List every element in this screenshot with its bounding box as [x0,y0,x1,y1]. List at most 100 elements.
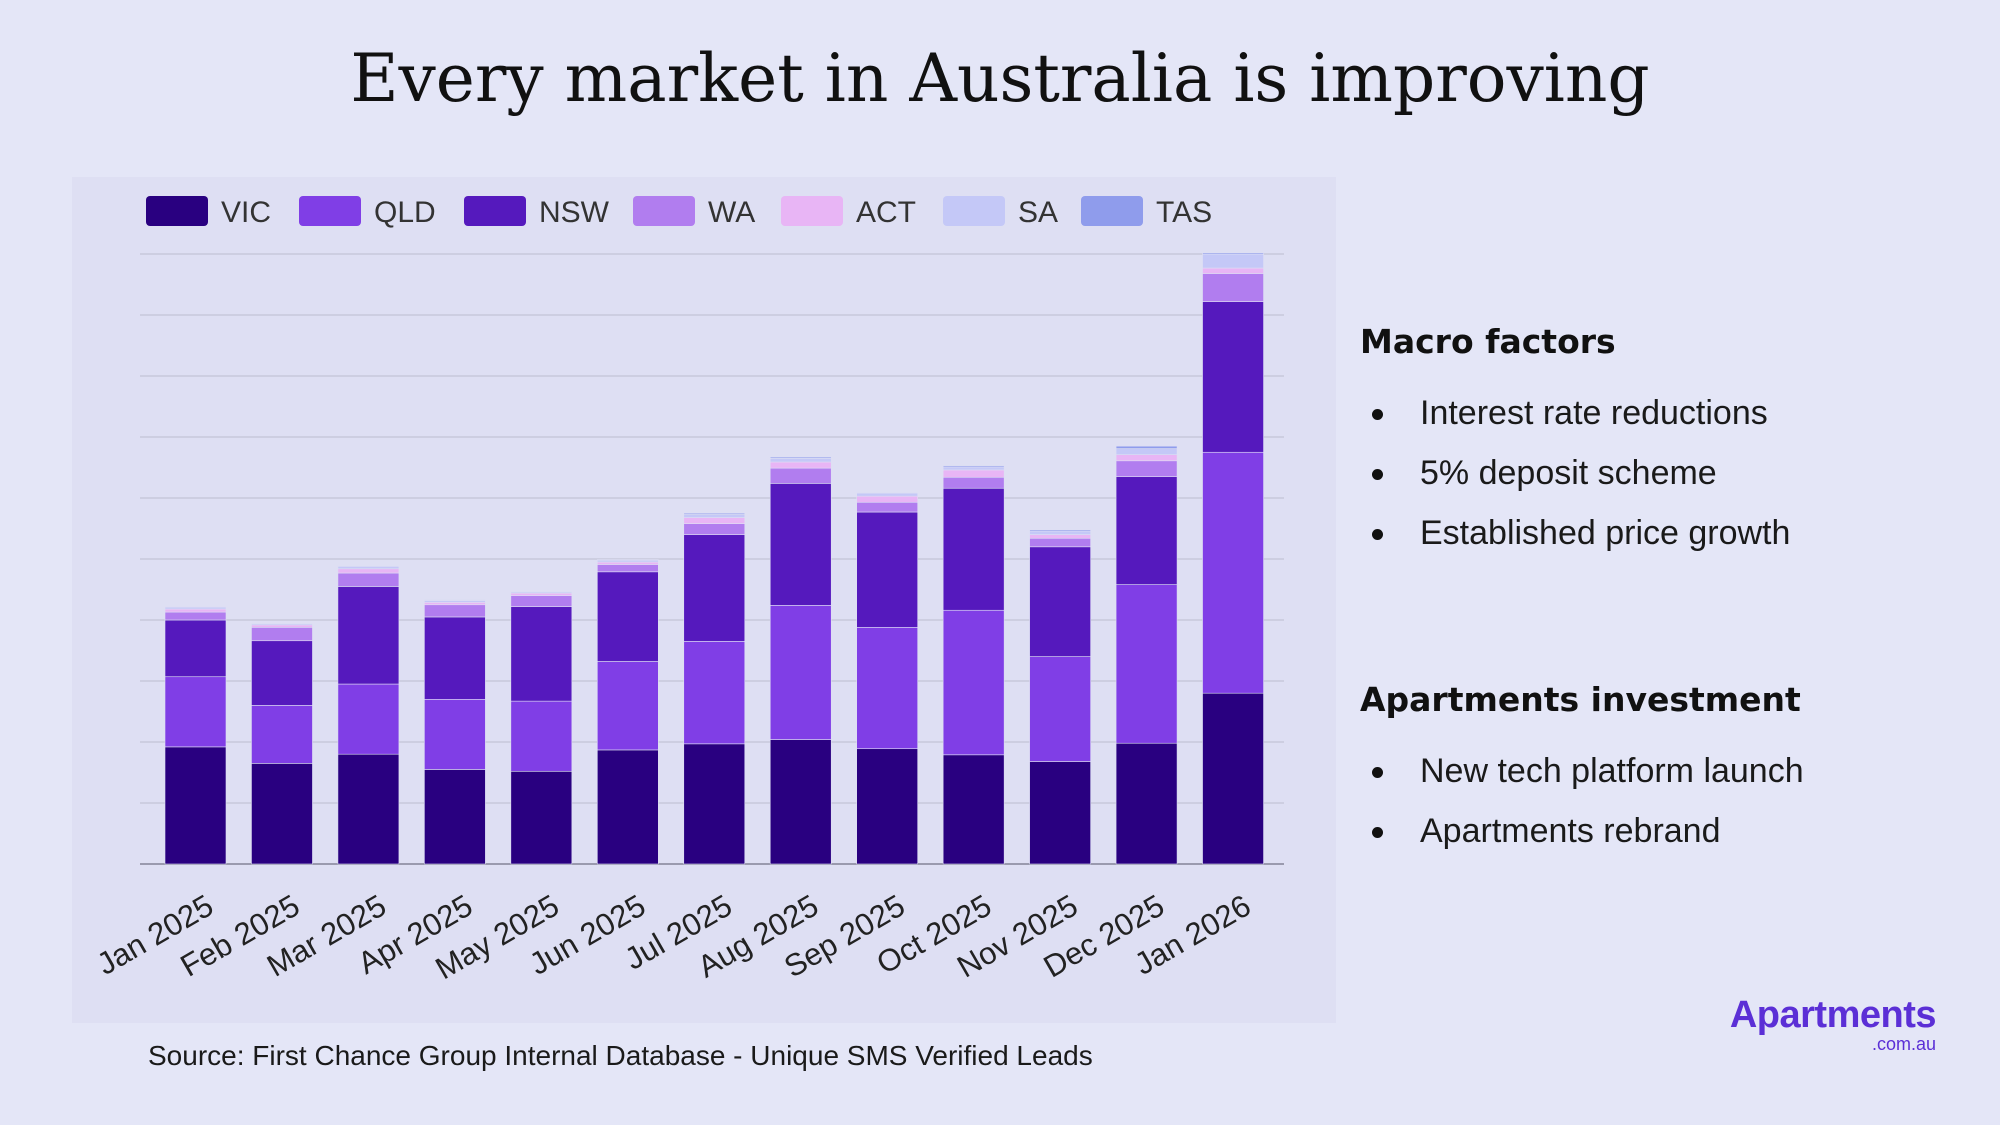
bar-segment [251,627,313,642]
bar-segment [1202,301,1264,453]
bar-segment [769,458,832,463]
bar-segment [856,501,918,513]
section-heading: Apartments investment [1360,680,1801,719]
macro-factors-section: Macro factors Interest rate reductions 5… [1360,322,1980,563]
bar-segment [942,465,1005,468]
bar-segment [510,595,573,607]
legend-label: QLD [374,196,436,229]
list-item-label: Interest rate reductions [1420,394,1768,432]
bar-segment [251,640,313,706]
list-item: New tech platform launch [1360,741,1980,801]
bar-segment [164,746,227,865]
bar-segment [769,605,832,740]
source-note: Source: First Chance Group Internal Data… [148,1040,1093,1071]
bar-segment [337,568,400,574]
bar-segment [597,561,659,565]
bar-segment [683,517,746,524]
bar-segment [1115,742,1178,865]
bar-segment [856,748,918,865]
bar-segment [769,739,832,865]
bar-segment [856,627,918,750]
bar-segment [1029,529,1091,532]
bar-segment [1202,273,1264,302]
bullet-icon [1372,767,1383,778]
bullet-icon [1372,469,1383,480]
bar-segment [424,602,486,606]
bar-segment [856,495,918,503]
bar-segment [683,641,746,745]
bar-segment [1202,253,1264,269]
bar-segment [424,599,486,601]
bar-segment [1202,267,1264,274]
bar-segment [1029,656,1091,762]
bar-segment [164,608,227,613]
bar-segment [1115,454,1178,462]
bar-segment [1029,534,1091,539]
bar-segment [510,700,573,772]
bar-segment [510,592,573,596]
legend-label: ACT [856,196,916,229]
bar-segment [597,661,659,751]
bar-segment [597,559,659,561]
bar-segment [510,606,573,702]
logo-wordmark: Apartments [1729,994,1937,1036]
bar-segment [164,676,227,748]
legend-label: SA [1018,196,1058,229]
legend-swatch [781,196,843,226]
bullet-icon [1372,529,1383,540]
bar-segment [597,571,659,662]
bar-segment [683,514,746,518]
bar-segment [856,511,918,628]
bar-segment [251,705,313,764]
bar-segment [1115,460,1178,477]
bar-segment [942,469,1005,478]
legend-label: NSW [539,196,610,229]
bar-segment [769,467,832,484]
bullet-icon [1372,409,1383,420]
legend-label: VIC [221,196,271,229]
bar-segment [769,483,832,606]
bar-segment [769,456,832,459]
bar-segment [510,770,573,865]
legend-swatch [464,196,526,226]
bar-segment [597,749,659,865]
list-item-label: New tech platform launch [1420,752,1804,790]
bar-segment [769,461,832,469]
bar-segment [856,492,918,497]
logo-domain: .com.au [1871,1034,1936,1054]
bar-segment [1202,451,1264,694]
bar-segment [1029,537,1091,548]
bar-segment [251,763,313,865]
bar-segment [683,743,746,865]
legend-swatch [633,196,695,226]
legend-swatch [1081,196,1143,226]
bar-segment [1115,476,1178,585]
bar-segment [424,769,486,865]
bar-segment [337,753,400,865]
bar-segment [1115,448,1178,455]
bar-segment [1115,445,1178,449]
legend-label: TAS [1156,196,1212,229]
bar-segment [1202,252,1264,255]
legend-swatch [146,196,208,226]
bar-segment [337,566,400,570]
list-item: Apartments rebrand [1360,801,1980,861]
page-title: Every market in Australia is improving [350,40,1650,117]
bar-segment [251,624,313,628]
bullet-list: Interest rate reductions 5% deposit sche… [1360,383,1980,563]
bar-segment [510,591,573,593]
bar-segment [337,572,400,587]
bar-segment [1115,584,1178,744]
list-item-label: Apartments rebrand [1420,812,1721,850]
bar-segment [597,564,659,573]
legend-swatch [943,196,1005,226]
bar-segment [1029,530,1091,535]
bar-segment [1202,692,1264,865]
list-item: Interest rate reductions [1360,383,1980,443]
legend-label: WA [708,196,755,229]
bar-segment [683,534,746,642]
bar-segment [1029,546,1091,657]
bar-segment [683,523,746,535]
bar-segment [942,466,1005,471]
